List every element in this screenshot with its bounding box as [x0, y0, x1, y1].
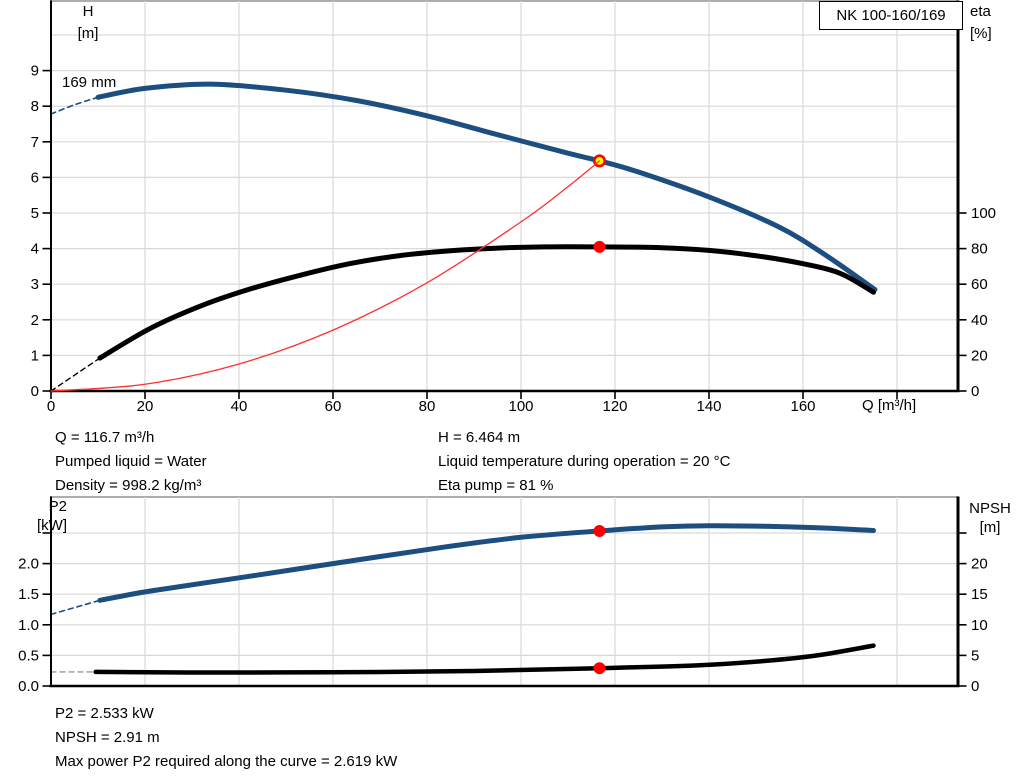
tick-label-left: 5: [31, 205, 39, 222]
tick-label-x: 100: [508, 398, 533, 415]
npsh-axis-title: NPSH: [969, 500, 1011, 517]
efficiency-point: [593, 240, 606, 253]
tick-label-left: 1.0: [18, 617, 39, 634]
tick-label-left: 7: [31, 134, 39, 151]
npsh-point: [593, 662, 606, 675]
tick-label-right: 10: [971, 617, 988, 634]
tick-label-left: 2.0: [18, 556, 39, 573]
annotation-head: H = 6.464 m: [438, 429, 521, 446]
tick-label-left: 1: [31, 347, 39, 364]
tick-label-right: 100: [971, 205, 996, 222]
tick-label-right: 20: [971, 556, 988, 573]
tick-label-x: 120: [602, 398, 627, 415]
tick-label-left: 8: [31, 98, 39, 115]
tick-label-x: 160: [790, 398, 815, 415]
tick-label-x: 20: [137, 398, 154, 415]
tick-label-left: 2: [31, 312, 39, 329]
npsh-curve: [93, 643, 876, 675]
duty-annotations-col2: H = 6.464 m Liquid temperature during op…: [438, 426, 730, 498]
tick-label-x: 0: [47, 398, 55, 415]
tick-label-left: 4: [31, 241, 39, 258]
system-curve: [50, 160, 601, 392]
annotation-eta: Eta pump = 81 %: [438, 477, 554, 494]
tick-label-right: 40: [971, 312, 988, 329]
tick-label-right: 60: [971, 276, 988, 293]
tick-label-right: 0: [971, 678, 979, 695]
tick-label-left: 3: [31, 276, 39, 293]
q-axis-title: Q [m³/h]: [862, 397, 917, 414]
h-axis-title: H: [82, 3, 94, 20]
h-axis-unit: [m]: [77, 25, 99, 42]
tick-label-right: 20: [971, 347, 988, 364]
tick-label-left: 9: [31, 63, 39, 80]
p2-point: [593, 524, 606, 537]
p2-curve: [97, 523, 876, 603]
tick-label-right: 0: [971, 383, 979, 400]
power-annotations: P2 = 2.533 kW NPSH = 2.91 m Max power P2…: [55, 702, 397, 774]
eta-axis-title: eta: [970, 3, 991, 20]
tick-label-x: 140: [696, 398, 721, 415]
annotation-npsh: NPSH = 2.91 m: [55, 729, 160, 746]
tick-label-left: 6: [31, 169, 39, 186]
annotation-density: Density = 998.2 kg/m³: [55, 477, 202, 494]
tick-label-left: 1.5: [18, 586, 39, 603]
p2-curve-dashed: [50, 599, 101, 616]
tick-label-right: 80: [971, 241, 988, 258]
annotation-liquid: Pumped liquid = Water: [55, 453, 207, 470]
tick-label-left: 0.5: [18, 647, 39, 664]
annotation-q: Q = 116.7 m³/h: [55, 429, 155, 446]
annotation-temperature: Liquid temperature during operation = 20…: [438, 453, 731, 470]
efficiency-curve: [97, 244, 876, 361]
p2-axis-title: P2: [48, 498, 67, 515]
impeller-diameter-label: 169 mm: [62, 74, 117, 91]
tick-label-x: 60: [325, 398, 342, 415]
tick-label-right: 5: [971, 647, 979, 664]
duty-annotations-col1: Q = 116.7 m³/h Pumped liquid = Water Den…: [55, 426, 207, 498]
tick-label-left: 0.0: [18, 678, 39, 695]
annotation-max-power: Max power P2 required along the curve = …: [55, 753, 398, 770]
eta-axis-unit: [%]: [970, 25, 992, 42]
tick-label-x: 80: [419, 398, 436, 415]
npsh-axis-unit: [m]: [979, 519, 1001, 536]
tick-label-left: 0: [31, 383, 39, 400]
tick-label-right: 15: [971, 586, 988, 603]
tick-label-x: 40: [231, 398, 248, 415]
efficiency-curve-dashed: [50, 357, 101, 392]
head-curve-169mm: [95, 81, 878, 293]
pump-model-box: NK 100-160/169: [819, 1, 963, 30]
p2-axis-unit: [kW]: [37, 517, 67, 534]
annotation-p2: P2 = 2.533 kW: [55, 705, 154, 722]
head-curve-dashed: [50, 96, 99, 115]
